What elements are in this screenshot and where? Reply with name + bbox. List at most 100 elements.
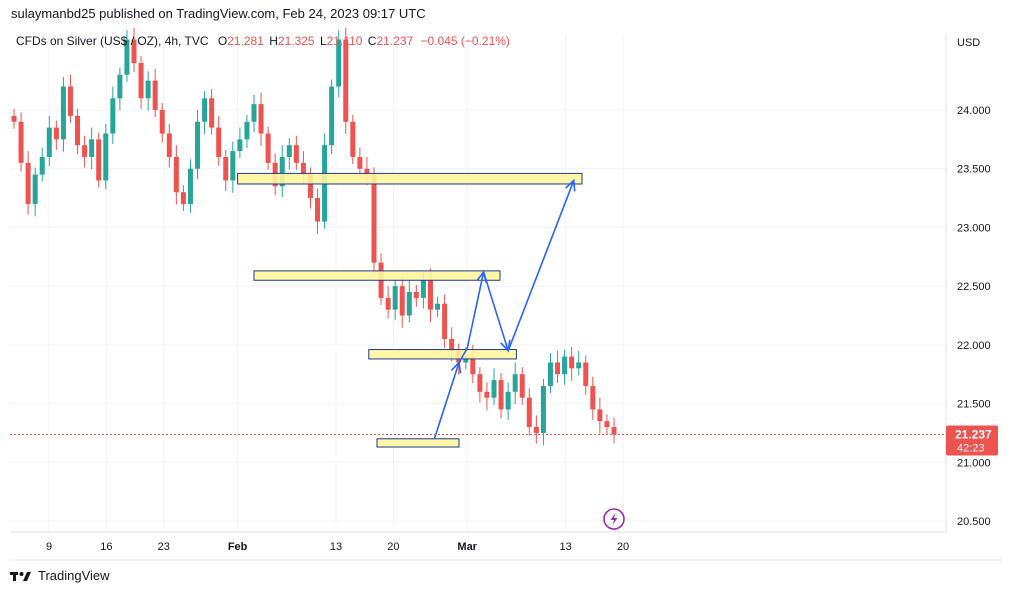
projection-arrow[interactable] bbox=[482, 271, 511, 353]
candle bbox=[590, 376, 596, 421]
candle-body bbox=[336, 39, 342, 87]
candle bbox=[399, 276, 405, 328]
candle-body bbox=[53, 127, 59, 140]
candle bbox=[258, 92, 264, 146]
candle bbox=[406, 280, 412, 323]
candle-body bbox=[60, 86, 66, 140]
candle-body bbox=[173, 156, 179, 193]
candle bbox=[611, 417, 617, 444]
candle bbox=[216, 115, 222, 166]
candle-body bbox=[124, 39, 130, 75]
candle bbox=[371, 167, 377, 275]
candle bbox=[286, 138, 292, 170]
candle-body bbox=[576, 362, 582, 369]
supply-demand-zone[interactable] bbox=[237, 172, 583, 185]
candle-body bbox=[251, 104, 257, 122]
projection-arrow[interactable] bbox=[433, 347, 468, 440]
candle bbox=[265, 126, 271, 170]
candle-body bbox=[223, 156, 229, 181]
lightning-icon[interactable] bbox=[603, 508, 625, 530]
candle bbox=[519, 367, 525, 405]
candle-body bbox=[399, 286, 405, 316]
price-tick-label: 22.000 bbox=[957, 340, 991, 352]
candle-body bbox=[590, 385, 596, 410]
candle bbox=[279, 145, 285, 197]
time-tick-label: 13 bbox=[330, 541, 342, 553]
candle-body bbox=[519, 374, 525, 398]
projection-arrow[interactable] bbox=[507, 178, 576, 352]
candle bbox=[53, 120, 59, 150]
last-price-badge: 21.237 42:23 bbox=[946, 425, 998, 456]
candle-body bbox=[152, 80, 158, 110]
candle-body bbox=[562, 356, 568, 375]
footer: TradingView bbox=[10, 568, 110, 583]
arrow-line bbox=[482, 271, 509, 351]
candle bbox=[435, 296, 441, 317]
time-axis-ticks: 9 16 23 Feb 13 20 Mar 13 20 bbox=[46, 541, 629, 553]
candle-body bbox=[11, 115, 17, 122]
candle bbox=[180, 185, 186, 211]
high-label: H bbox=[269, 34, 278, 48]
candle bbox=[484, 382, 490, 411]
candle-body bbox=[39, 156, 45, 175]
candle-body bbox=[46, 127, 52, 157]
candle bbox=[195, 110, 201, 180]
candle bbox=[166, 124, 172, 168]
candle-body bbox=[286, 145, 292, 157]
time-tick-label: 23 bbox=[158, 541, 170, 553]
candle bbox=[526, 388, 532, 436]
supply-demand-zone[interactable] bbox=[368, 349, 517, 360]
candle-body bbox=[406, 292, 412, 316]
arrow-line bbox=[433, 362, 460, 440]
candle bbox=[159, 102, 165, 143]
change-value: −0.045 (−0.21%) bbox=[420, 34, 510, 48]
low-value: 21.110 bbox=[326, 34, 363, 48]
candle bbox=[138, 55, 144, 109]
supply-demand-zone[interactable] bbox=[253, 270, 501, 281]
candles bbox=[11, 27, 617, 446]
projection-arrow[interactable] bbox=[466, 270, 487, 349]
price-tick-label: 23.500 bbox=[957, 164, 991, 176]
candle-body bbox=[583, 362, 589, 386]
candle-body bbox=[32, 174, 38, 204]
candle bbox=[230, 141, 236, 193]
candle-body bbox=[96, 139, 102, 181]
zones bbox=[237, 172, 583, 448]
candle bbox=[25, 151, 31, 215]
candle-body bbox=[449, 338, 455, 351]
price-tick-label: 21.000 bbox=[957, 457, 991, 469]
candle-body bbox=[117, 74, 123, 99]
candle-body bbox=[533, 427, 539, 433]
candle-body bbox=[166, 133, 172, 157]
candle-body bbox=[413, 292, 419, 298]
candle-body bbox=[315, 198, 321, 222]
candle-body bbox=[477, 374, 483, 392]
candle bbox=[540, 378, 546, 446]
candle-body bbox=[505, 391, 511, 410]
candle bbox=[145, 71, 151, 111]
candle bbox=[385, 286, 391, 319]
candle-body bbox=[498, 380, 504, 410]
time-tick-label: 13 bbox=[559, 541, 571, 553]
candle bbox=[223, 149, 229, 192]
candle-body bbox=[435, 303, 441, 310]
candle-body bbox=[138, 63, 144, 99]
candle-body bbox=[392, 286, 398, 310]
time-tick-label: 16 bbox=[100, 541, 112, 553]
symbol-name[interactable]: CFDs on Silver (US$ / OZ), 4h, TVC bbox=[16, 34, 209, 48]
projection-arrows bbox=[433, 178, 576, 440]
supply-demand-zone[interactable] bbox=[376, 438, 460, 448]
candle-body bbox=[470, 356, 476, 375]
candle bbox=[244, 114, 250, 149]
candle bbox=[117, 67, 123, 111]
candle-body bbox=[597, 409, 603, 422]
candle-body bbox=[187, 168, 193, 204]
candle-body bbox=[604, 421, 610, 428]
tradingview-logo-icon bbox=[10, 571, 31, 581]
candle-body bbox=[293, 145, 299, 163]
grid-lines bbox=[10, 34, 946, 532]
candle bbox=[350, 114, 356, 165]
close-value: 21.237 bbox=[376, 34, 414, 48]
candle-body bbox=[463, 356, 469, 363]
